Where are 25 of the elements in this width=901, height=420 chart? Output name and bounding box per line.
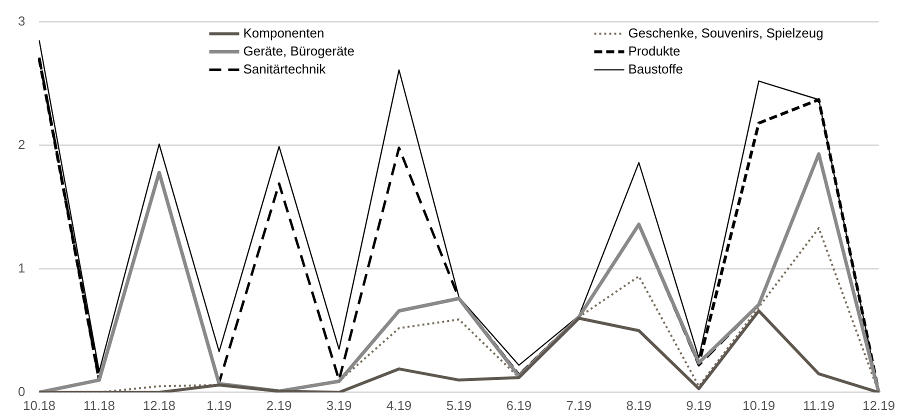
x-tick-label: 12.18 [142, 398, 176, 413]
y-tick-label: 2 [18, 136, 26, 152]
x-tick-label: 10.18 [22, 398, 56, 413]
x-tick-label: 3.19 [326, 398, 352, 413]
x-tick-label: 8.19 [626, 398, 652, 413]
x-tick-label: 11.19 [802, 398, 835, 413]
legend-label: Geräte, Bürogeräte [243, 43, 355, 58]
legend-label: Baustoffe [628, 61, 683, 76]
x-tick-label: 6.19 [506, 398, 532, 413]
x-tick-label: 11.18 [83, 398, 115, 413]
legend-label: Produkte [628, 43, 680, 58]
y-tick-label: 0 [18, 384, 26, 399]
y-tick-label: 3 [18, 13, 26, 28]
x-tick-label: 4.19 [386, 398, 412, 413]
x-tick-label: 12.19 [862, 398, 896, 413]
x-tick-label: 2.19 [266, 398, 292, 413]
x-tick-label: 1.19 [206, 398, 232, 413]
x-tick-label: 7.19 [566, 398, 592, 413]
legend-label: Komponenten [243, 25, 324, 40]
x-tick-label: 9.19 [686, 398, 712, 413]
legend-label: Geschenke, Souvenirs, Spielzeug [628, 25, 824, 40]
y-tick-label: 1 [18, 260, 26, 276]
x-tick-label: 10.19 [742, 398, 776, 413]
legend-label: Sanitärtechnik [243, 61, 326, 76]
x-tick-label: 5.19 [446, 398, 472, 413]
